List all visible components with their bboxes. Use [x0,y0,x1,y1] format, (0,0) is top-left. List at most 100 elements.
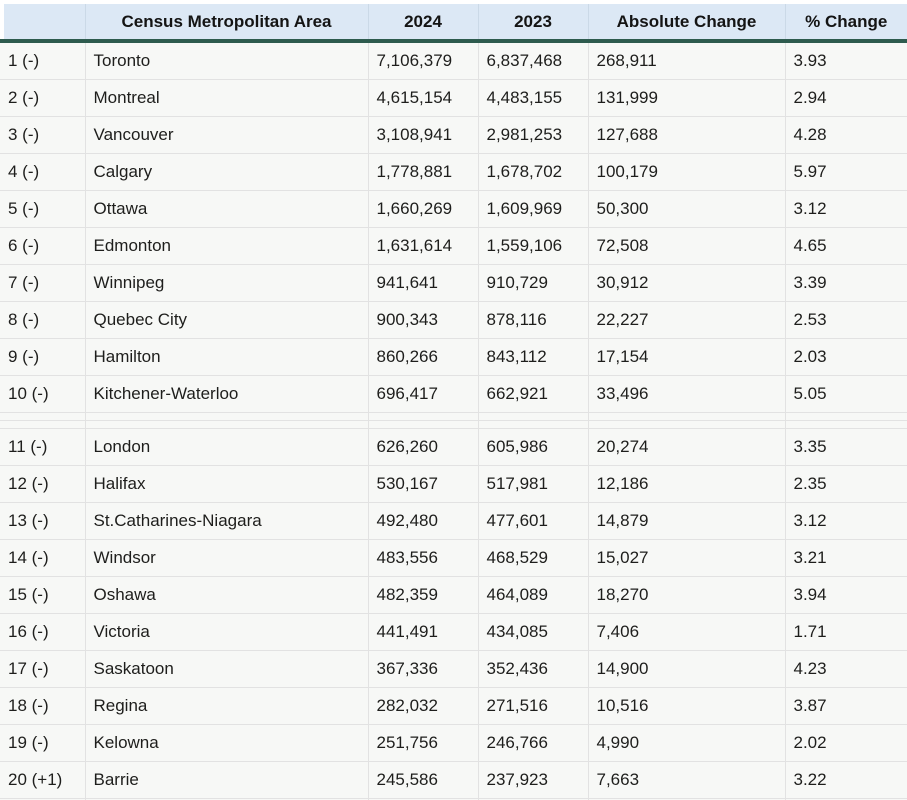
cma-name-cell: Vancouver [85,116,369,154]
spacer-cell [0,798,86,800]
pop-2023-cell: 1,609,969 [478,190,589,228]
spacer-row [0,420,907,429]
pop-2024-cell: 492,480 [368,502,479,540]
pop-2024-cell: 367,336 [368,650,479,688]
pct-change-cell: 2.53 [785,301,907,339]
spacer-cell [368,798,479,800]
cma-name-cell: Quebec City [85,301,369,339]
table-body: 1 (-) Toronto 7,106,379 6,837,468 268,911 3.9… [0,41,907,800]
abs-change-cell: 7,663 [588,761,786,799]
pct-change-cell: 3.21 [785,539,907,577]
table-row: 4 (-) Calgary 1,778,881 1,678,702 100,179 5.9… [0,153,907,191]
abs-change-cell: 10,516 [588,687,786,725]
pop-2023-cell: 464,089 [478,576,589,614]
cma-name-cell: Halifax [85,465,369,503]
abs-change-cell: 14,900 [588,650,786,688]
pop-2024-cell: 7,106,379 [368,41,479,80]
rank-cell: 10 (-) [0,375,86,413]
abs-change-cell: 17,154 [588,338,786,376]
abs-change-cell: 131,999 [588,79,786,117]
pct-change-cell: 3.12 [785,190,907,228]
pct-change-cell: 2.35 [785,465,907,503]
pct-change-cell: 5.97 [785,153,907,191]
cma-name-cell: Ottawa [85,190,369,228]
table-row: 16 (-) Victoria 441,491 434,085 7,406 1.71 [0,613,907,651]
pop-2023-cell: 517,981 [478,465,589,503]
pop-2024-cell: 941,641 [368,264,479,302]
pop-2023-cell: 6,837,468 [478,41,589,80]
pop-2024-cell: 696,417 [368,375,479,413]
spacer-cell [0,420,86,429]
abs-change-cell: 7,406 [588,613,786,651]
pct-change-cell: 3.94 [785,576,907,614]
table-row: 2 (-) Montreal 4,615,154 4,483,155 131,999 2.… [0,79,907,117]
table-row: 10 (-) Kitchener-Waterloo 696,417 662,921 33… [0,375,907,413]
abs-change-cell: 127,688 [588,116,786,154]
cma-population-table: Census Metropolitan Area 2024 2023 Absol… [0,4,907,800]
rank-cell: 1 (-) [0,41,86,80]
cma-name-cell: Winnipeg [85,264,369,302]
cma-name-cell: Kitchener-Waterloo [85,375,369,413]
cma-name-cell: Kelowna [85,724,369,762]
rank-cell: 12 (-) [0,465,86,503]
pop-2024-cell: 530,167 [368,465,479,503]
cma-name-cell: Barrie [85,761,369,799]
abs-change-cell: 22,227 [588,301,786,339]
table-row: 1 (-) Toronto 7,106,379 6,837,468 268,911 3.9… [0,41,907,80]
spacer-cell [588,798,786,800]
rank-cell: 11 (-) [0,428,86,466]
rank-cell: 17 (-) [0,650,86,688]
spacer-cell [785,412,907,421]
header-2023: 2023 [478,4,589,43]
pop-2023-cell: 1,559,106 [478,227,589,265]
cma-name-cell: Oshawa [85,576,369,614]
header-cma-name: Census Metropolitan Area [85,4,369,43]
pop-2023-cell: 910,729 [478,264,589,302]
pop-2023-cell: 468,529 [478,539,589,577]
rank-cell: 4 (-) [0,153,86,191]
pop-2023-cell: 4,483,155 [478,79,589,117]
pop-2023-cell: 878,116 [478,301,589,339]
spacer-cell [85,412,369,421]
abs-change-cell: 20,274 [588,428,786,466]
spacer-row [0,412,907,421]
pop-2023-cell: 843,112 [478,338,589,376]
spacer-cell [785,420,907,429]
table-row: 17 (-) Saskatoon 367,336 352,436 14,900 4.23 [0,650,907,688]
abs-change-cell: 100,179 [588,153,786,191]
pop-2024-cell: 245,586 [368,761,479,799]
spacer-cell [85,798,369,800]
abs-change-cell: 14,879 [588,502,786,540]
pop-2023-cell: 605,986 [478,428,589,466]
abs-change-cell: 15,027 [588,539,786,577]
spacer-cell [588,420,786,429]
rank-cell: 20 (+1) [0,761,86,799]
pop-2024-cell: 900,343 [368,301,479,339]
rank-cell: 13 (-) [0,502,86,540]
cma-name-cell: Saskatoon [85,650,369,688]
pop-2024-cell: 860,266 [368,338,479,376]
spacer-cell [0,412,86,421]
pct-change-cell: 2.02 [785,724,907,762]
cma-name-cell: Hamilton [85,338,369,376]
spacer-cell [478,420,589,429]
abs-change-cell: 18,270 [588,576,786,614]
pct-change-cell: 3.39 [785,264,907,302]
rank-cell: 15 (-) [0,576,86,614]
pct-change-cell: 2.94 [785,79,907,117]
spacer-cell [478,798,589,800]
pop-2024-cell: 482,359 [368,576,479,614]
pop-2024-cell: 4,615,154 [368,79,479,117]
spacer-cell [85,420,369,429]
pop-2024-cell: 1,631,614 [368,227,479,265]
cma-name-cell: St.Catharines-Niagara [85,502,369,540]
pop-2024-cell: 626,260 [368,428,479,466]
abs-change-cell: 33,496 [588,375,786,413]
rank-cell: 3 (-) [0,116,86,154]
table-row: 8 (-) Quebec City 900,343 878,116 22,227 2.53 [0,301,907,339]
abs-change-cell: 4,990 [588,724,786,762]
abs-change-cell: 30,912 [588,264,786,302]
table-row: 12 (-) Halifax 530,167 517,981 12,186 2.35 [0,465,907,503]
header-row: Census Metropolitan Area 2024 2023 Absol… [0,4,907,43]
rank-cell: 16 (-) [0,613,86,651]
